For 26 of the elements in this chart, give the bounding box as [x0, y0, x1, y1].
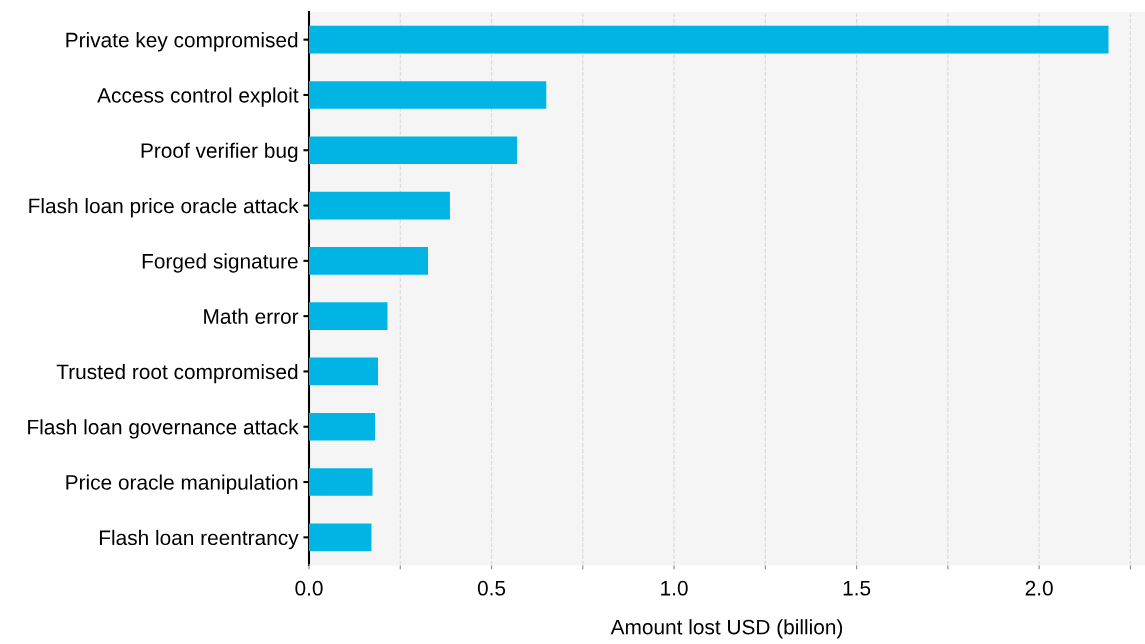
- y-tick-label: Proof verifier bug: [141, 142, 298, 163]
- y-tick-label: Flash loan price oracle attack: [29, 198, 299, 218]
- y-tick-label: Trusted root compromised: [56, 363, 298, 384]
- bar: [309, 25, 1109, 54]
- y-tick-label: Forged signature: [142, 253, 298, 273]
- bar: [309, 357, 378, 386]
- y-tick-label: Math error: [204, 308, 299, 324]
- bar: [309, 81, 547, 109]
- x-tick-label: 1.5: [843, 581, 871, 596]
- bar: [309, 302, 388, 330]
- bar: [309, 247, 429, 275]
- x-tick-label: 0.5: [477, 580, 506, 596]
- y-tick-label: Flash loan governance attack: [28, 419, 299, 439]
- bar: [309, 523, 372, 552]
- bar: [309, 191, 450, 220]
- bar: [309, 136, 518, 165]
- bar: [309, 412, 376, 441]
- x-tick-label: 0.0: [295, 580, 323, 596]
- x-axis-title: Amount lost USD (billion): [610, 619, 843, 639]
- y-tick-label: Flash loan reentrancy: [99, 529, 299, 550]
- y-tick-label: Price oracle manipulation: [66, 474, 298, 494]
- x-tick-label: 2.0: [1025, 580, 1053, 596]
- y-tick-label: Access control exploit: [97, 87, 299, 107]
- bar: [309, 468, 373, 496]
- x-tick-label: 1.0: [661, 580, 688, 596]
- y-tick-label: Private key compromised: [66, 32, 298, 52]
